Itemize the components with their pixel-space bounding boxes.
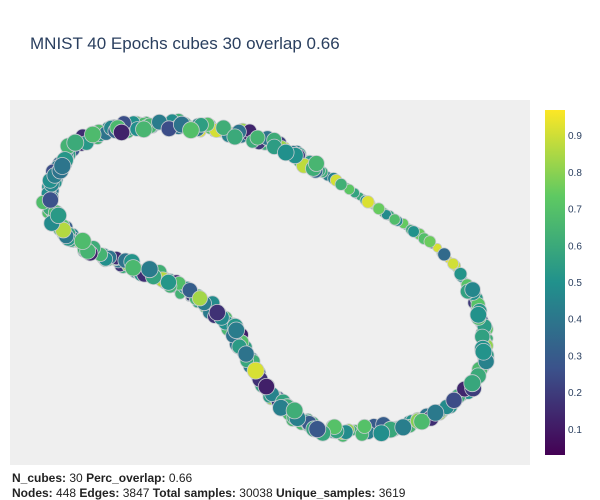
graph-node[interactable] bbox=[84, 125, 102, 144]
graph-node[interactable] bbox=[73, 232, 92, 250]
unique-samples-value: 3619 bbox=[378, 486, 406, 500]
graph-node[interactable] bbox=[334, 178, 348, 191]
graph-node[interactable] bbox=[41, 191, 59, 209]
graph-node[interactable] bbox=[208, 304, 226, 322]
graph-node[interactable] bbox=[53, 157, 72, 175]
graph-node[interactable] bbox=[437, 247, 452, 262]
graph-node[interactable] bbox=[372, 424, 391, 442]
graph-node[interactable] bbox=[361, 195, 375, 209]
graph-nodes[interactable] bbox=[35, 113, 495, 443]
colorbar-tick-label: 0.3 bbox=[568, 351, 582, 362]
graph-node[interactable] bbox=[237, 345, 255, 363]
graph-node[interactable] bbox=[140, 260, 159, 279]
nodes-label: Nodes: bbox=[12, 486, 53, 500]
colorbar-tick-label: 0.6 bbox=[568, 241, 582, 252]
perc-overlap-value: 0.66 bbox=[168, 471, 193, 485]
graph-node[interactable] bbox=[277, 143, 295, 162]
colorbar-tick-label: 0.8 bbox=[568, 168, 582, 179]
graph-node[interactable] bbox=[66, 133, 85, 152]
graph-node[interactable] bbox=[445, 391, 463, 409]
perc-overlap-label: Perc_overlap: bbox=[86, 471, 166, 485]
graph-node[interactable] bbox=[308, 420, 327, 439]
graph-node[interactable] bbox=[372, 202, 386, 215]
graph-node[interactable] bbox=[464, 281, 481, 298]
graph-node[interactable] bbox=[191, 290, 208, 307]
graph-node[interactable] bbox=[407, 225, 420, 238]
colorbar-tick-label: 0.7 bbox=[568, 205, 582, 216]
graph-node[interactable] bbox=[447, 257, 460, 270]
graph-node[interactable] bbox=[307, 155, 325, 172]
edges-label: Edges: bbox=[79, 486, 120, 500]
graph-node[interactable] bbox=[113, 123, 131, 142]
footer-line-2: Nodes: 448 Edges: 3847 Total samples: 30… bbox=[12, 486, 405, 500]
graph-node[interactable] bbox=[423, 235, 437, 248]
graph-node[interactable] bbox=[474, 343, 493, 361]
colorbar: 0.1 0.2 0.3 0.4 0.5 0.6 0.7 0.8 0.9 bbox=[545, 110, 582, 455]
unique-samples-label: Unique_samples: bbox=[276, 486, 376, 500]
graph-node[interactable] bbox=[226, 128, 244, 146]
graph-node[interactable] bbox=[394, 418, 413, 437]
colorbar-tick-label: 0.2 bbox=[568, 388, 582, 399]
chart-title: MNIST 40 Epochs cubes 30 overlap 0.66 bbox=[30, 34, 340, 53]
total-samples-value: 30038 bbox=[239, 486, 273, 500]
graph-node[interactable] bbox=[285, 401, 304, 420]
graph-node[interactable] bbox=[249, 129, 266, 146]
colorbar-tick-label: 0.5 bbox=[568, 278, 582, 289]
colorbar-tick-label: 0.1 bbox=[568, 425, 582, 436]
graph-node[interactable] bbox=[356, 418, 372, 434]
n-cubes-value: 30 bbox=[69, 471, 83, 485]
graph-node[interactable] bbox=[388, 213, 401, 226]
colorbar-tick-label: 0.9 bbox=[568, 131, 582, 142]
graph-node[interactable] bbox=[463, 374, 482, 393]
total-samples-label: Total samples: bbox=[152, 486, 236, 500]
graph-node[interactable] bbox=[49, 206, 68, 225]
graph-node[interactable] bbox=[182, 121, 200, 139]
graph-node[interactable] bbox=[426, 403, 445, 422]
graph-node[interactable] bbox=[246, 361, 265, 380]
colorbar-tick-label: 0.4 bbox=[568, 315, 582, 326]
footer-line-1: N_cubes: 30 Perc_overlap: 0.66 bbox=[12, 471, 192, 485]
graph-node[interactable] bbox=[413, 412, 431, 431]
mapper-graph[interactable] bbox=[10, 100, 530, 465]
graph-node[interactable] bbox=[160, 273, 177, 291]
graph-node[interactable] bbox=[124, 259, 142, 277]
graph-node[interactable] bbox=[469, 306, 488, 324]
colorbar-gradient bbox=[545, 110, 565, 455]
graph-node[interactable] bbox=[453, 267, 468, 281]
n-cubes-label: N_cubes: bbox=[12, 471, 67, 485]
graph-node[interactable] bbox=[135, 120, 153, 139]
graph-node[interactable] bbox=[227, 321, 246, 340]
nodes-value: 448 bbox=[56, 486, 77, 500]
graph-node[interactable] bbox=[257, 377, 275, 396]
graph-node[interactable] bbox=[215, 119, 232, 136]
edges-value: 3847 bbox=[122, 486, 150, 500]
